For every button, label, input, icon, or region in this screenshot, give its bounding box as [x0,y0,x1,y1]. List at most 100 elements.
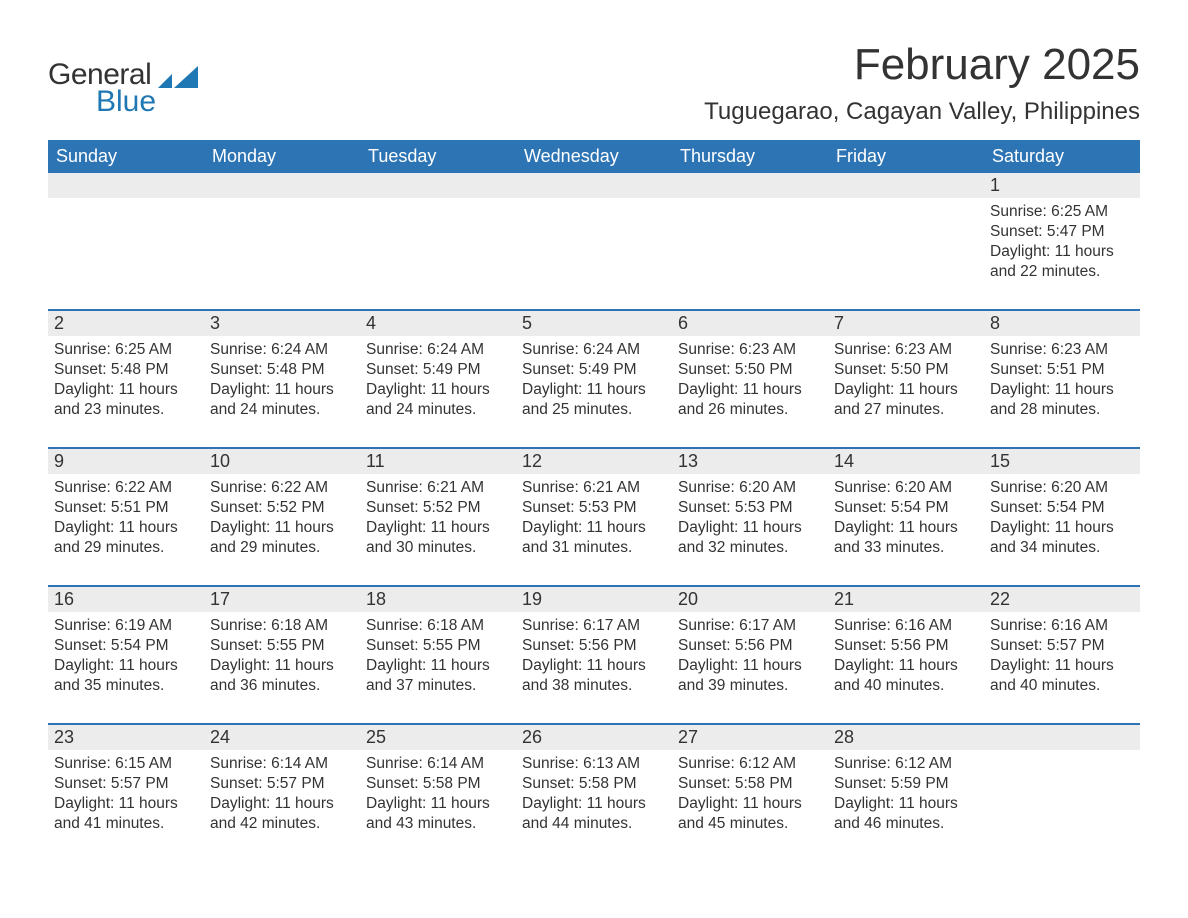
sunset-text: Sunset: 5:57 PM [210,774,354,794]
day-body [48,198,204,288]
calendar-week: 16Sunrise: 6:19 AMSunset: 5:54 PMDayligh… [48,585,1140,707]
day-number: 6 [678,313,688,333]
sunrise-text: Sunrise: 6:23 AM [990,340,1134,360]
logo: General Blue [48,58,198,119]
sunset-text: Sunset: 5:58 PM [678,774,822,794]
sunrise-text: Sunrise: 6:14 AM [210,754,354,774]
day-body [672,198,828,288]
day-number [54,175,59,195]
daylight-text: Daylight: 11 hours [210,380,354,400]
daylight-text: and 44 minutes. [522,814,666,834]
calendar-day: 24Sunrise: 6:14 AMSunset: 5:57 PMDayligh… [204,725,360,845]
logo-flag-icon [158,66,198,93]
calendar-week: 1Sunrise: 6:25 AMSunset: 5:47 PMDaylight… [48,173,1140,293]
day-body [516,198,672,288]
day-body: Sunrise: 6:16 AMSunset: 5:57 PMDaylight:… [984,612,1140,697]
sunset-text: Sunset: 5:56 PM [678,636,822,656]
daylight-text: and 34 minutes. [990,538,1134,558]
day-number: 10 [210,451,230,471]
daylight-text: Daylight: 11 hours [522,794,666,814]
daylight-text: Daylight: 11 hours [678,794,822,814]
daylight-text: and 45 minutes. [678,814,822,834]
calendar: Sunday Monday Tuesday Wednesday Thursday… [48,140,1140,845]
day-number: 24 [210,727,230,747]
sunset-text: Sunset: 5:55 PM [366,636,510,656]
sunset-text: Sunset: 5:50 PM [834,360,978,380]
daylight-text: and 31 minutes. [522,538,666,558]
day-number: 5 [522,313,532,333]
daylight-text: Daylight: 11 hours [678,518,822,538]
calendar-day: 1Sunrise: 6:25 AMSunset: 5:47 PMDaylight… [984,173,1140,293]
day-number-row: 17 [204,587,360,612]
day-number-row: 10 [204,449,360,474]
sunrise-text: Sunrise: 6:23 AM [834,340,978,360]
day-number: 15 [990,451,1010,471]
daylight-text: Daylight: 11 hours [366,380,510,400]
calendar-day: 5Sunrise: 6:24 AMSunset: 5:49 PMDaylight… [516,311,672,431]
sunrise-text: Sunrise: 6:17 AM [522,616,666,636]
sunrise-text: Sunrise: 6:18 AM [366,616,510,636]
sunset-text: Sunset: 5:55 PM [210,636,354,656]
daylight-text: and 27 minutes. [834,400,978,420]
day-number: 9 [54,451,64,471]
day-body: Sunrise: 6:22 AMSunset: 5:51 PMDaylight:… [48,474,204,559]
sunrise-text: Sunrise: 6:12 AM [678,754,822,774]
daylight-text: and 24 minutes. [366,400,510,420]
calendar-day: 8Sunrise: 6:23 AMSunset: 5:51 PMDaylight… [984,311,1140,431]
daylight-text: Daylight: 11 hours [834,794,978,814]
daylight-text: Daylight: 11 hours [366,656,510,676]
day-number-row: 25 [360,725,516,750]
daylight-text: and 23 minutes. [54,400,198,420]
day-number-row: 19 [516,587,672,612]
calendar-day: 19Sunrise: 6:17 AMSunset: 5:56 PMDayligh… [516,587,672,707]
calendar-day [516,173,672,293]
day-number-row [360,173,516,198]
sunset-text: Sunset: 5:50 PM [678,360,822,380]
sunrise-text: Sunrise: 6:24 AM [366,340,510,360]
day-body: Sunrise: 6:25 AMSunset: 5:47 PMDaylight:… [984,198,1140,283]
sunset-text: Sunset: 5:49 PM [522,360,666,380]
page-title: February 2025 [704,40,1140,90]
daylight-text: Daylight: 11 hours [990,380,1134,400]
sunrise-text: Sunrise: 6:23 AM [678,340,822,360]
daylight-text: and 25 minutes. [522,400,666,420]
day-body: Sunrise: 6:12 AMSunset: 5:59 PMDaylight:… [828,750,984,835]
sunrise-text: Sunrise: 6:21 AM [522,478,666,498]
sunrise-text: Sunrise: 6:24 AM [522,340,666,360]
daylight-text: and 46 minutes. [834,814,978,834]
day-number-row [672,173,828,198]
day-number: 27 [678,727,698,747]
sunrise-text: Sunrise: 6:19 AM [54,616,198,636]
day-number: 2 [54,313,64,333]
day-number-row: 23 [48,725,204,750]
weekday-header: Monday [204,140,360,173]
calendar-day [672,173,828,293]
calendar-week: 9 Sunrise: 6:22 AMSunset: 5:51 PMDaylight… [48,447,1140,569]
daylight-text: and 38 minutes. [522,676,666,696]
weekday-header: Tuesday [360,140,516,173]
header: General Blue February 2025 Tuguegarao, C… [48,40,1140,126]
day-body: Sunrise: 6:16 AMSunset: 5:56 PMDaylight:… [828,612,984,697]
day-body: Sunrise: 6:25 AMSunset: 5:48 PMDaylight:… [48,336,204,421]
calendar-day: 22Sunrise: 6:16 AMSunset: 5:57 PMDayligh… [984,587,1140,707]
daylight-text: and 30 minutes. [366,538,510,558]
day-number: 14 [834,451,854,471]
day-number: 8 [990,313,1000,333]
calendar-day: 15Sunrise: 6:20 AMSunset: 5:54 PMDayligh… [984,449,1140,569]
day-body: Sunrise: 6:18 AMSunset: 5:55 PMDaylight:… [360,612,516,697]
daylight-text: Daylight: 11 hours [678,656,822,676]
day-number: 12 [522,451,542,471]
day-number-row: 24 [204,725,360,750]
day-number-row: 28 [828,725,984,750]
sunset-text: Sunset: 5:57 PM [54,774,198,794]
weekday-header: Wednesday [516,140,672,173]
day-body: Sunrise: 6:22 AMSunset: 5:52 PMDaylight:… [204,474,360,559]
day-body: Sunrise: 6:14 AMSunset: 5:58 PMDaylight:… [360,750,516,835]
weekday-header: Friday [828,140,984,173]
daylight-text: Daylight: 11 hours [366,794,510,814]
day-body [204,198,360,288]
weekday-header-row: Sunday Monday Tuesday Wednesday Thursday… [48,140,1140,173]
calendar-day: 3Sunrise: 6:24 AMSunset: 5:48 PMDaylight… [204,311,360,431]
day-number-row [828,173,984,198]
day-number: 13 [678,451,698,471]
